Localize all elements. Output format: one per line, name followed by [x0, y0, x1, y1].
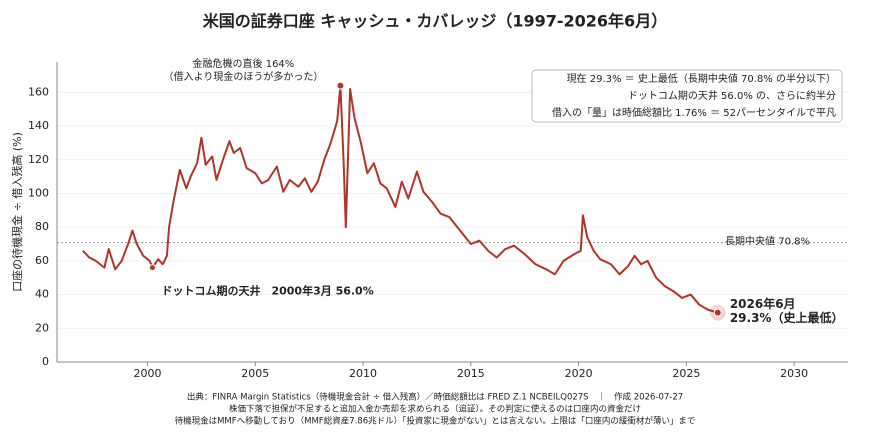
info-text: 現在 29.3% ＝ 史上最低（長期中央値 70.8% の半分以下） [567, 72, 836, 85]
highlight-point [336, 81, 345, 90]
info-text: ドットコム期の天井 56.0% の、さらに約半分 [628, 89, 836, 102]
annotation: 金融危機の直後 164% [193, 57, 295, 70]
y-tick-label: 120 [28, 153, 49, 166]
annotation: 29.3%（史上最低） [730, 310, 844, 325]
annotation: ドットコム期の天井 2000年3月 56.0% [161, 284, 373, 298]
y-tick-label: 60 [35, 254, 49, 267]
reference-label: 長期中央値 70.8% [725, 235, 810, 248]
x-tick-label: 2015 [457, 367, 485, 380]
info-box [531, 69, 843, 123]
y-tick-label: 0 [42, 355, 49, 368]
x-tick-label: 2030 [780, 367, 808, 380]
data-line [82, 84, 719, 314]
x-tick-label: 2025 [672, 367, 700, 380]
highlight-point [713, 308, 722, 317]
y-axis-label: 口座の待機現金 ÷ 借入残高 (%) [10, 132, 24, 292]
x-tick-label: 2020 [565, 367, 593, 380]
chart-title: 米国の証券口座 キャッシュ・カバレッジ（1997-2026年6月） [203, 12, 667, 31]
highlight-point [148, 264, 156, 272]
x-tick-label: 2010 [349, 367, 377, 380]
y-tick-label: 140 [28, 119, 49, 132]
footnote: 出典：FINRA Margin Statistics（待機現金合計 ÷ 借入残高… [187, 392, 683, 403]
x-tick-label: 2000 [134, 367, 162, 380]
footnote: 株価下落で担保が不足すると追加入金か売却を求められる（追証）。その判定に使えるの… [229, 404, 641, 415]
y-tick-label: 40 [35, 288, 49, 301]
y-tick-label: 160 [28, 85, 49, 98]
y-tick-label: 100 [28, 186, 49, 199]
footnote: 待機現金はMMFへ移動しており（MMF総資産7.86兆ドル）「投資家に現金がない… [175, 416, 696, 427]
x-tick-label: 2005 [241, 367, 269, 380]
y-tick-label: 20 [35, 321, 49, 334]
y-tick-label: 80 [35, 220, 49, 233]
annotation: （借入より現金のほうが多かった） [164, 70, 324, 83]
annotation: 2026年6月 [730, 296, 796, 311]
info-text: 借入の「量」は時価総額比 1.76% ＝ 52パーセンタイルで平凡 [552, 106, 836, 119]
